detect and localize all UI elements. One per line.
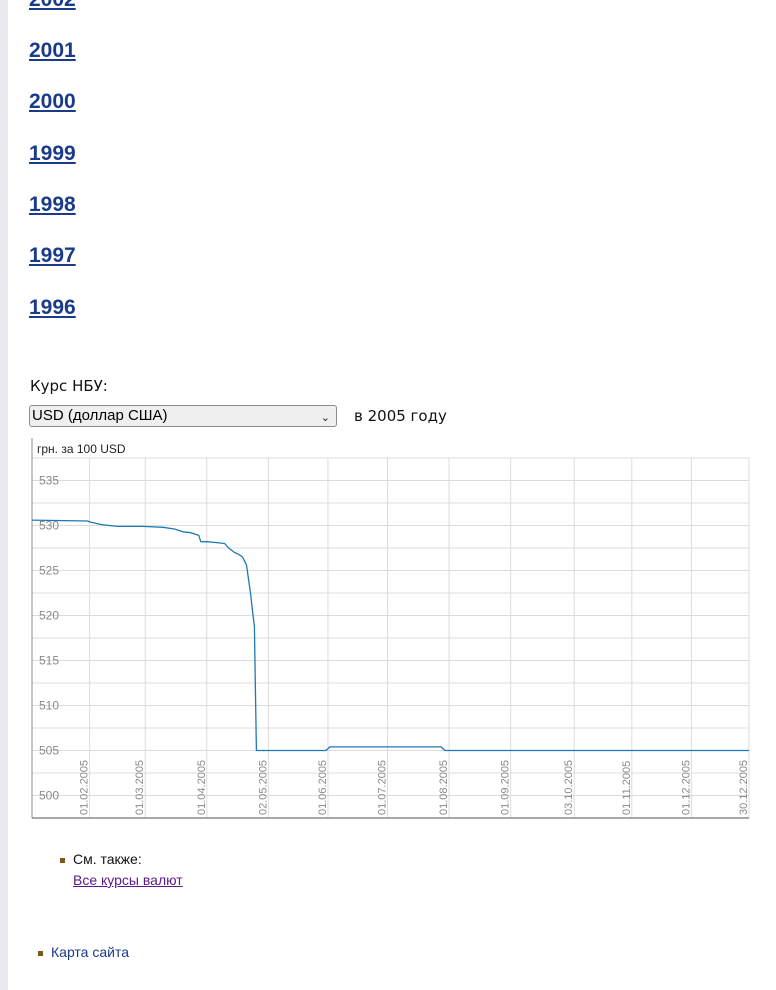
chart-x-tick-label: 01.07.2005 [377, 760, 389, 815]
year-link[interactable]: 1999 [29, 142, 76, 165]
chart-y-tick-label: 525 [39, 564, 59, 578]
bullet-icon [60, 857, 65, 863]
chart-x-tick-label: 30.12.2005 [738, 760, 750, 815]
see-also-label: См. также: [73, 851, 142, 867]
chart-y-tick-label: 500 [39, 789, 59, 803]
chart-y-tick-label: 530 [39, 519, 59, 533]
chart-x-tick-label: 01.02.2005 [79, 760, 91, 815]
chart-x-tick-label: 01.06.2005 [317, 760, 329, 815]
chart-x-tick-label: 03.10.2005 [563, 760, 575, 815]
year-link[interactable]: 2000 [29, 90, 76, 113]
sitemap-block: Карта сайта [38, 942, 129, 963]
chart-y-tick-label: 505 [39, 744, 59, 758]
year-link[interactable]: 1996 [29, 296, 76, 319]
year-link[interactable]: 2002 [29, 0, 76, 12]
sitemap-link[interactable]: Карта сайта [51, 944, 129, 960]
chart-x-tick-label: 01.09.2005 [500, 760, 512, 815]
currency-select-value: USD (доллар США) [32, 407, 168, 424]
chart-x-tick-label: 01.08.2005 [438, 760, 450, 815]
currency-select[interactable]: USD (доллар США) ⌄ [29, 405, 337, 427]
chart-x-tick-label: 01.11.2005 [621, 761, 633, 815]
chart-x-tick-label: 01.04.2005 [196, 760, 208, 815]
chart-y-tick-label: 510 [39, 699, 59, 713]
left-margin-strip [0, 0, 8, 990]
chart-y-axis-label: грн. за 100 USD [37, 442, 126, 456]
exchange-rate-chart: грн. за 100 USD 500 505 510 515 520 525 530 535 0… [31, 438, 750, 819]
chart-x-tick-label: 02.05.2005 [257, 760, 269, 815]
chart-y-tick-label: 520 [39, 609, 59, 623]
chart-series-line [31, 519, 749, 752]
see-also-block: См. также: Все курсы валют [60, 849, 183, 891]
year-suffix-label: в 2005 году [354, 407, 447, 425]
all-rates-link[interactable]: Все курсы валют [73, 872, 183, 888]
rate-section-label: Курс НБУ: [30, 377, 108, 395]
chart-x-tick-label: 01.03.2005 [134, 760, 146, 815]
year-link[interactable]: 1997 [29, 244, 76, 267]
chart-y-tick-label: 535 [39, 474, 59, 488]
chart-y-tick-label: 515 [39, 654, 59, 668]
chevron-down-icon: ⌄ [320, 412, 330, 424]
chart-x-tick-label: 01.12.2005 [680, 760, 692, 815]
year-link[interactable]: 1998 [29, 193, 76, 216]
year-link[interactable]: 2001 [29, 39, 76, 62]
bullet-icon [38, 950, 43, 956]
